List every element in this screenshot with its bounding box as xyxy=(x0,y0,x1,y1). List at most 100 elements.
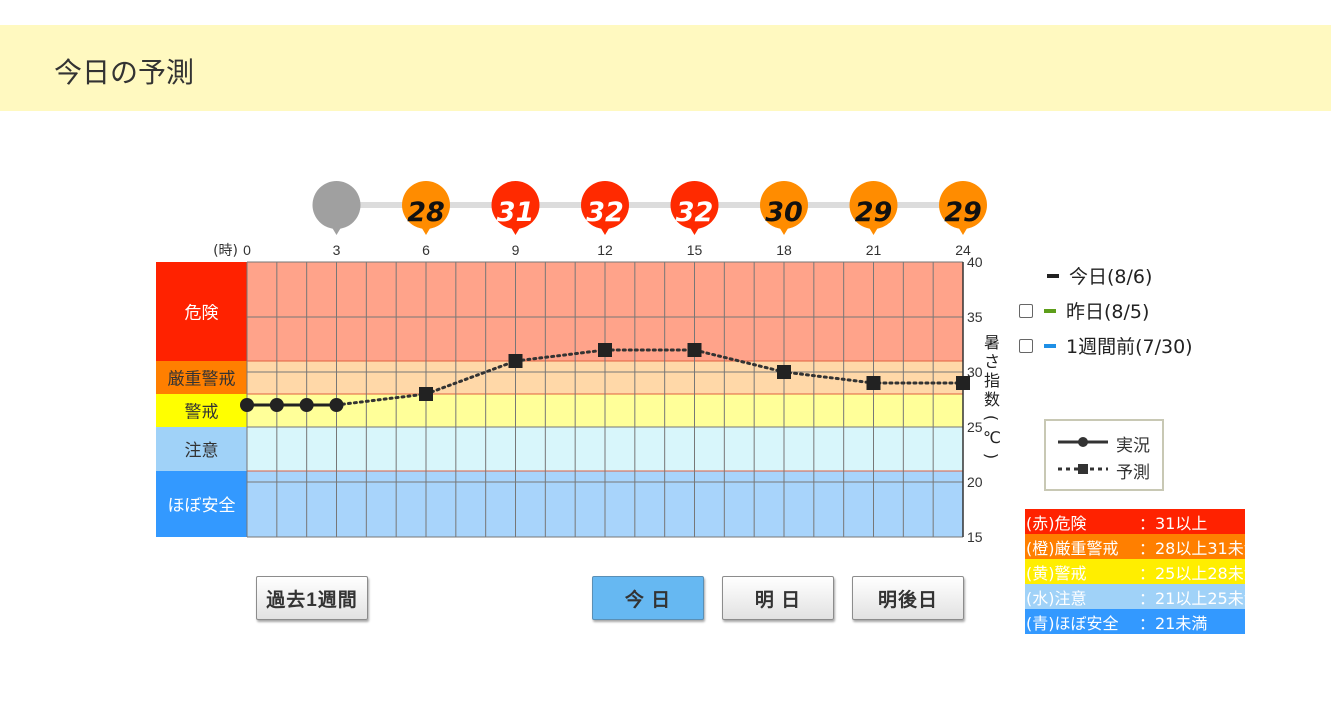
forecast-marker: 32 xyxy=(581,181,629,235)
forecast-marker-value: 32 xyxy=(586,197,624,228)
level-range: ：21未満 xyxy=(1139,613,1208,633)
forecast-marker-circle xyxy=(312,181,361,229)
x-tick-label: 0 xyxy=(243,242,251,258)
level-range: ：25以上28未満 xyxy=(1139,563,1260,583)
forecast-marker: 31 xyxy=(491,181,540,235)
level-name: (水)注意 xyxy=(1026,588,1087,608)
band-label-box xyxy=(156,471,247,537)
legend-label-today: 今日(8/6) xyxy=(1069,266,1153,288)
y-axis-label-char: 数 xyxy=(984,390,1000,409)
level-row-danger: (赤)危険 ：31以上 xyxy=(1025,509,1245,534)
tomorrow-button[interactable]: 明 日 xyxy=(722,576,834,620)
forecast-point xyxy=(508,354,523,368)
level-name: (橙)厳重警戒 xyxy=(1026,538,1119,558)
forecast-marker-circle xyxy=(402,181,450,229)
y-axis-label-char: 暑 xyxy=(984,333,1000,352)
band-label-box xyxy=(156,361,247,394)
level-row-severe: (橙)厳重警戒 ：28以上31未満 xyxy=(1025,534,1260,559)
y-axis-label-char: 指 xyxy=(984,371,1000,390)
level-name: (赤)危険 xyxy=(1026,513,1087,533)
y-axis-label-char: ℃ xyxy=(983,428,1001,447)
y-tick-label: 20 xyxy=(967,474,983,490)
actual-point xyxy=(240,398,254,412)
x-tick-label: 18 xyxy=(776,242,792,258)
band-label: 注意 xyxy=(185,441,219,461)
legend-label-yesterday: 昨日(8/5) xyxy=(1066,301,1150,323)
x-axis-label: (時) xyxy=(213,243,238,259)
band-label-box xyxy=(156,427,247,471)
level-range: ：31以上 xyxy=(1139,513,1208,533)
band-label: ほぼ安全 xyxy=(168,496,236,516)
band-label: 厳重警戒 xyxy=(168,370,236,390)
legend-swatch-week-ago xyxy=(1044,343,1056,348)
x-tick-label: 24 xyxy=(955,242,971,258)
legend-swatch-yesterday xyxy=(1044,308,1056,313)
legend-item-yesterday: 昨日(8/5) xyxy=(1019,297,1149,324)
x-tick-label: 3 xyxy=(333,242,341,258)
actual-point xyxy=(299,398,314,412)
week-ago-checkbox[interactable] xyxy=(1019,338,1033,353)
actual-point xyxy=(269,398,284,412)
line-style-legend-icons xyxy=(1058,437,1108,474)
y-tick-label: 30 xyxy=(967,364,983,380)
forecast-marker: 32 xyxy=(670,181,719,235)
x-tick-label: 12 xyxy=(597,242,613,258)
band-label-box xyxy=(156,262,247,361)
forecast-marker-value: 29 xyxy=(944,197,982,228)
forecast-point xyxy=(687,343,702,357)
x-tick-label: 6 xyxy=(422,242,430,258)
y-axis-label-char: ( xyxy=(982,415,1001,421)
forecast-marker-circle xyxy=(849,181,898,229)
y-tick-label: 35 xyxy=(967,309,983,325)
level-name: (青)ほぼ安全 xyxy=(1026,613,1119,633)
x-tick-label: 15 xyxy=(687,242,703,258)
forecast-marker-circle xyxy=(939,181,987,229)
level-table: (赤)危険 ：31以上 (橙)厳重警戒 ：28以上31未満 (黄)警戒 ：25以… xyxy=(1025,509,1260,634)
band-label: 警戒 xyxy=(185,403,219,423)
level-row-caution: (水)注意 ：21以上25未満 xyxy=(1025,584,1260,609)
forecast-point xyxy=(866,376,881,390)
forecast-marker-circle xyxy=(581,181,629,229)
forecast-point xyxy=(956,376,970,390)
level-range: ：21以上25未満 xyxy=(1139,588,1260,608)
level-name: (黄)警戒 xyxy=(1026,563,1087,583)
forecast-marker-value: 28 xyxy=(407,197,445,228)
yesterday-checkbox[interactable] xyxy=(1019,303,1033,318)
legend-item-today: 今日(8/6) xyxy=(1047,262,1152,289)
y-tick-label: 15 xyxy=(967,529,983,545)
level-row-warning: (黄)警戒 ：25以上28未満 xyxy=(1025,559,1260,584)
y-tick-label: 40 xyxy=(967,254,983,270)
forecast-marker-value: 32 xyxy=(676,197,714,228)
legend-item-week-ago: 1週間前(7/30) xyxy=(1019,332,1193,359)
forecast-marker-circle xyxy=(760,181,808,229)
forecast-line xyxy=(335,348,965,407)
line-style-legend: 実況 予測 xyxy=(1044,419,1164,491)
y-axis-label-char: さ xyxy=(984,352,1000,371)
forecast-marker-value: 30 xyxy=(765,197,803,228)
x-tick-label: 21 xyxy=(866,242,882,258)
forecast-marker xyxy=(312,181,361,235)
level-row-safe: (青)ほぼ安全 ：21未満 xyxy=(1025,609,1245,634)
forecast-marker: 29 xyxy=(939,181,987,235)
y-tick-label: 25 xyxy=(967,419,983,435)
forecast-marker-value: 31 xyxy=(497,197,535,228)
forecast-marker-circle xyxy=(670,181,719,229)
legend-label-week-ago: 1週間前(7/30) xyxy=(1066,336,1193,358)
actual-point xyxy=(329,398,344,412)
page-title: 今日の予測 xyxy=(54,56,195,89)
legend-swatch-today xyxy=(1047,273,1059,278)
forecast-marker: 29 xyxy=(849,181,898,235)
line-legend-actual: 実況 xyxy=(1116,436,1150,456)
forecast-point xyxy=(598,343,612,357)
past-week-button[interactable]: 過去1週間 xyxy=(256,576,368,620)
band-label-box xyxy=(156,394,247,427)
forecast-marker-value: 29 xyxy=(855,197,893,228)
x-tick-label: 9 xyxy=(512,242,520,258)
day-after-tomorrow-button[interactable]: 明後日 xyxy=(852,576,964,620)
today-button[interactable]: 今 日 xyxy=(592,576,704,620)
forecast-point xyxy=(777,365,791,379)
forecast-marker: 28 xyxy=(402,181,450,235)
level-range: ：28以上31未満 xyxy=(1139,538,1260,558)
y-axis-label-char: ) xyxy=(982,453,1001,459)
